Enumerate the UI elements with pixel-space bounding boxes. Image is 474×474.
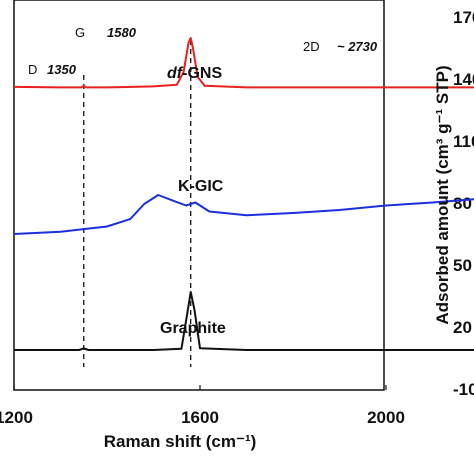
peak-position-label: ~ 2730 bbox=[337, 39, 378, 54]
peak-label: G bbox=[75, 25, 85, 40]
series-line-df-gns bbox=[13, 37, 474, 89]
series-line-graphite bbox=[14, 291, 474, 351]
series-label-df-gns: df-GNS bbox=[167, 65, 222, 82]
peak-position-label: 1350 bbox=[47, 62, 77, 77]
x-tick-label: 2000 bbox=[367, 408, 405, 427]
peak-label: D bbox=[28, 62, 37, 77]
right-tick-label: 80 bbox=[453, 194, 472, 213]
peak-label: 2D bbox=[303, 39, 320, 54]
x-tick-label: 1600 bbox=[181, 408, 219, 427]
series-line-k-gic bbox=[13, 194, 474, 235]
right-axis-ticks: 170 140 110 80 50 20 -10 bbox=[453, 8, 474, 399]
right-tick-label: 140 bbox=[453, 70, 474, 89]
x-tick-label: 1200 bbox=[0, 408, 33, 427]
peak-position-label: 1580 bbox=[107, 25, 137, 40]
series-label-k-gic: K-GIC bbox=[178, 178, 224, 195]
right-tick-label: 110 bbox=[453, 132, 474, 151]
right-tick-label: 50 bbox=[453, 256, 472, 275]
plot-frame bbox=[13, 0, 385, 391]
series-lines bbox=[13, 37, 474, 351]
x-axis-title: Raman shift (cm⁻¹) bbox=[104, 432, 257, 451]
series-label-graphite: Graphite bbox=[160, 320, 226, 337]
x-ticks: 12001600200024002800 bbox=[0, 385, 405, 427]
right-tick-label: -10 bbox=[453, 380, 474, 399]
right-axis-title: Adsorbed amount (cm³ g⁻¹ STP) bbox=[433, 65, 452, 324]
peak-markers: D 1350 G 1580 2D ~ 2730 bbox=[28, 25, 378, 367]
right-tick-label: 170 bbox=[453, 8, 474, 27]
right-tick-label: 20 bbox=[453, 318, 472, 337]
